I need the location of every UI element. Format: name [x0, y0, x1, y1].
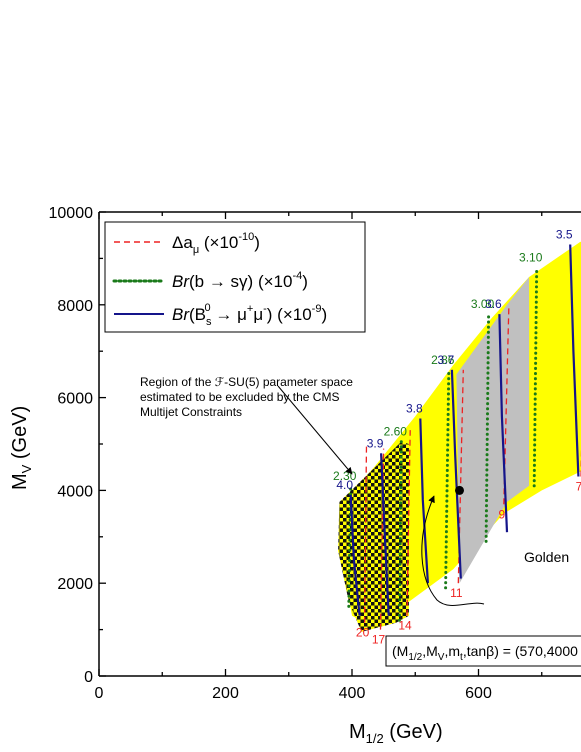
- contour-solid-4_0: [349, 494, 361, 616]
- x-tick-label: 400: [339, 685, 366, 702]
- x-tick-label: 0: [95, 685, 104, 702]
- y-tick-label: 10000: [49, 205, 94, 222]
- contour-label-solid-3_8: 3.8: [406, 402, 423, 416]
- contour-solid-3_9: [380, 453, 390, 616]
- contour-label-solid-3_7: 3.7: [438, 353, 455, 367]
- cms-annotation: Region of the ℱ-SU(5) parameter space es…: [140, 375, 353, 475]
- y-tick-label: 8000: [57, 298, 93, 315]
- contour-label-dashed-11: 11: [450, 586, 463, 600]
- x-tick-label: 200: [212, 685, 239, 702]
- legend-label-bsgamma: Br(b → sγ) (×10-4): [172, 270, 308, 291]
- contour-label-dashed-20: 20: [356, 626, 370, 640]
- benchmark-point: [455, 485, 464, 495]
- cms-annotation-line-3: Multijet Constraints: [140, 405, 242, 419]
- contour-label-solid-3_9: 3.9: [367, 436, 384, 450]
- cms-annotation-line-2: estimated to be excluded by the CMS: [140, 390, 339, 404]
- benchmark-callout: (M1/2,MV,mt,tanβ) = (570,4000: [385, 495, 581, 667]
- contour-label-solid-4_0: 4.0: [336, 478, 353, 492]
- contour-dashed-14: [406, 430, 411, 616]
- x-axis-title: M1/2 (GeV): [349, 721, 443, 746]
- contour-label-dashed-14: 14: [398, 619, 412, 633]
- y-tick-label: 2000: [57, 576, 93, 593]
- y-tick-label: 0: [84, 669, 93, 686]
- contour-dotted-2_60: [397, 440, 403, 622]
- contour-solid-3_6: [498, 314, 509, 533]
- contour-label-dashed-7: 7: [576, 480, 581, 494]
- benchmark-arrow: [421, 495, 485, 606]
- contour-labels: 20171411972.302.602.863.003.103.204.03.9…: [333, 228, 581, 647]
- cms-annotation-arrow: [277, 385, 353, 475]
- y-axis-title: MV (GeV): [9, 406, 34, 490]
- benchmark-text: (M1/2,MV,mt,tanβ) = (570,4000: [392, 643, 578, 663]
- tick-labels: 02004006008000200040006000800010000: [49, 205, 492, 702]
- contour-dotted-3_10: [532, 266, 539, 488]
- contour-label-dotted-3_00: 3.00: [471, 297, 495, 311]
- benchmark-box: [385, 635, 581, 667]
- contour-label-solid-3_5: 3.5: [556, 228, 573, 242]
- gray-band: [456, 277, 530, 584]
- contour-solid-3_8: [419, 418, 429, 584]
- contour-label-dotted-3_10: 3.10: [519, 251, 543, 265]
- contour-label-dotted-2_60: 2.60: [384, 425, 408, 439]
- contour-solid-3_7: [450, 369, 462, 579]
- y-tick-label: 4000: [57, 483, 93, 500]
- golden-label: Golden: [524, 549, 569, 565]
- axes: 02004006008000200040006000800010000: [49, 205, 581, 702]
- legend: Δaμ (×10-10) Br(b → sγ) (×10-4) Br(Bs0 →…: [104, 221, 366, 333]
- contour-label-dotted-2_86: 2.86: [431, 353, 455, 367]
- tick-marks: [98, 211, 543, 677]
- contour-label-dashed-9: 9: [498, 507, 505, 521]
- contour-lines: [347, 244, 581, 630]
- cms-annotation-line-1: Region of the ℱ-SU(5) parameter space: [140, 375, 353, 389]
- plot-area: 20171411972.302.602.863.003.103.204.03.9…: [333, 228, 581, 647]
- y-tick-label: 6000: [57, 391, 93, 408]
- contour-dotted-2_86: [444, 368, 451, 590]
- legend-label-bsmumu: Br(Bs0 → μ+μ-) (×10-9): [172, 302, 327, 328]
- contour-label-solid-3_6: 3.6: [485, 297, 502, 311]
- legend-label-delta-a: Δaμ (×10-10): [172, 231, 260, 256]
- contour-dotted-3_00: [484, 312, 491, 543]
- contour-label-dashed-17: 17: [372, 633, 386, 647]
- x-tick-label: 600: [465, 685, 492, 702]
- contour-solid-3_5: [569, 244, 580, 477]
